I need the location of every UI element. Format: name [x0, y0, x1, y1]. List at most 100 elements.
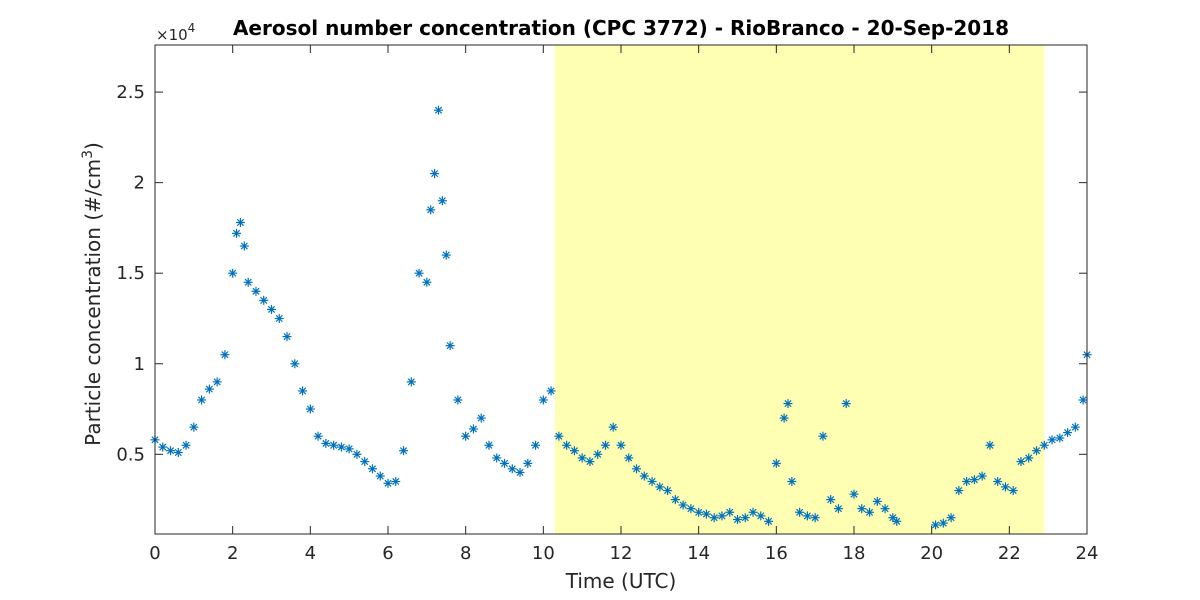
data-point: [406, 377, 416, 387]
data-point: [1008, 486, 1018, 496]
data-point: [826, 495, 836, 505]
data-point: [484, 440, 494, 450]
data-point: [993, 476, 1003, 486]
data-point: [802, 511, 812, 521]
data-point: [267, 304, 276, 314]
data-point: [321, 438, 331, 448]
y-tick-labels: 0.5 1 1.5 2 2.5: [116, 82, 145, 465]
data-point: [1000, 482, 1010, 492]
data-point: [857, 504, 867, 514]
data-point: [391, 476, 401, 486]
data-point: [701, 509, 711, 519]
data-point: [562, 440, 572, 450]
data-point: [523, 458, 533, 468]
data-point: [810, 513, 820, 523]
data-point: [616, 440, 626, 450]
data-point: [1047, 435, 1057, 445]
data-point: [507, 464, 517, 474]
x-tick-label: 20: [920, 543, 943, 564]
data-point: [764, 516, 774, 526]
x-tick-label: 22: [998, 543, 1021, 564]
data-point: [538, 395, 548, 405]
axis-ticks: [154, 45, 1088, 534]
data-point: [849, 489, 859, 499]
data-point: [352, 449, 362, 459]
data-point: [220, 350, 230, 360]
data-point: [585, 457, 595, 467]
data-point: [969, 475, 979, 485]
y-exponent-base: ×10: [156, 26, 188, 44]
y-tick-label: 1.5: [116, 263, 145, 284]
chart-title: Aerosol number concentration (CPC 3772) …: [233, 16, 1009, 40]
data-point: [686, 504, 696, 514]
data-point: [938, 518, 948, 528]
data-point: [197, 395, 207, 405]
data-point: [1016, 457, 1026, 467]
data-point: [189, 422, 199, 432]
data-point: [313, 431, 323, 441]
data-point: [624, 453, 634, 463]
y-tick-label: 0.5: [116, 444, 145, 465]
data-point: [235, 217, 245, 227]
data-point: [383, 478, 393, 488]
data-point: [445, 341, 455, 351]
data-point: [546, 386, 556, 396]
data-point: [492, 453, 502, 463]
data-point: [228, 268, 238, 278]
data-point: [461, 431, 471, 441]
data-point: [694, 507, 704, 517]
x-tick-label: 18: [843, 543, 866, 564]
x-tick-label: 4: [305, 543, 316, 564]
data-point: [818, 431, 828, 441]
data-point: [430, 169, 440, 179]
data-point: [232, 228, 242, 238]
data-point: [632, 464, 642, 474]
data-point: [709, 513, 719, 523]
data-point: [426, 205, 436, 215]
data-point: [500, 458, 509, 468]
x-tick-label: 24: [1076, 543, 1099, 564]
data-point: [1055, 433, 1065, 443]
x-axis-label: Time (UTC): [565, 569, 677, 593]
data-point: [748, 507, 758, 517]
data-point: [872, 496, 882, 506]
data-point: [1024, 453, 1034, 463]
x-tick-label: 0: [149, 543, 160, 564]
data-point: [577, 453, 587, 463]
data-point: [259, 295, 269, 305]
data-point: [158, 442, 168, 452]
data-point: [181, 440, 191, 450]
data-point: [204, 384, 214, 394]
data-point: [892, 516, 902, 526]
x-tick-label: 12: [610, 543, 633, 564]
data-point: [663, 486, 673, 496]
data-point: [239, 241, 249, 251]
data-point: [647, 476, 657, 486]
data-series: [150, 105, 1092, 530]
data-point: [931, 520, 941, 530]
y-exponent-label: ×104: [156, 21, 195, 44]
data-point: [251, 286, 261, 296]
data-point: [717, 511, 727, 521]
data-point: [282, 332, 292, 342]
data-point: [608, 422, 618, 432]
data-point: [399, 446, 409, 456]
data-point: [962, 476, 972, 486]
data-point: [329, 440, 339, 450]
data-point: [1063, 428, 1073, 438]
data-point: [569, 446, 579, 456]
data-point: [600, 440, 610, 450]
data-point: [441, 250, 451, 260]
x-tick-labels: 0 2 4 6 8 10 12 14 16 18 20 22 24: [149, 543, 1098, 564]
data-point: [779, 413, 789, 423]
y-tick-label: 2: [134, 173, 145, 194]
data-point: [783, 399, 793, 409]
data-point: [740, 513, 750, 523]
data-point: [414, 268, 424, 278]
x-tick-label: 16: [765, 543, 788, 564]
shaded-region: [554, 45, 1045, 534]
data-point: [554, 431, 564, 441]
y-exponent-power: 4: [188, 21, 196, 35]
data-point: [437, 196, 447, 206]
